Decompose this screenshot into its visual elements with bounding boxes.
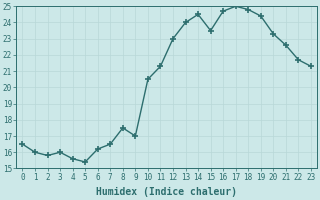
X-axis label: Humidex (Indice chaleur): Humidex (Indice chaleur) — [96, 187, 237, 197]
